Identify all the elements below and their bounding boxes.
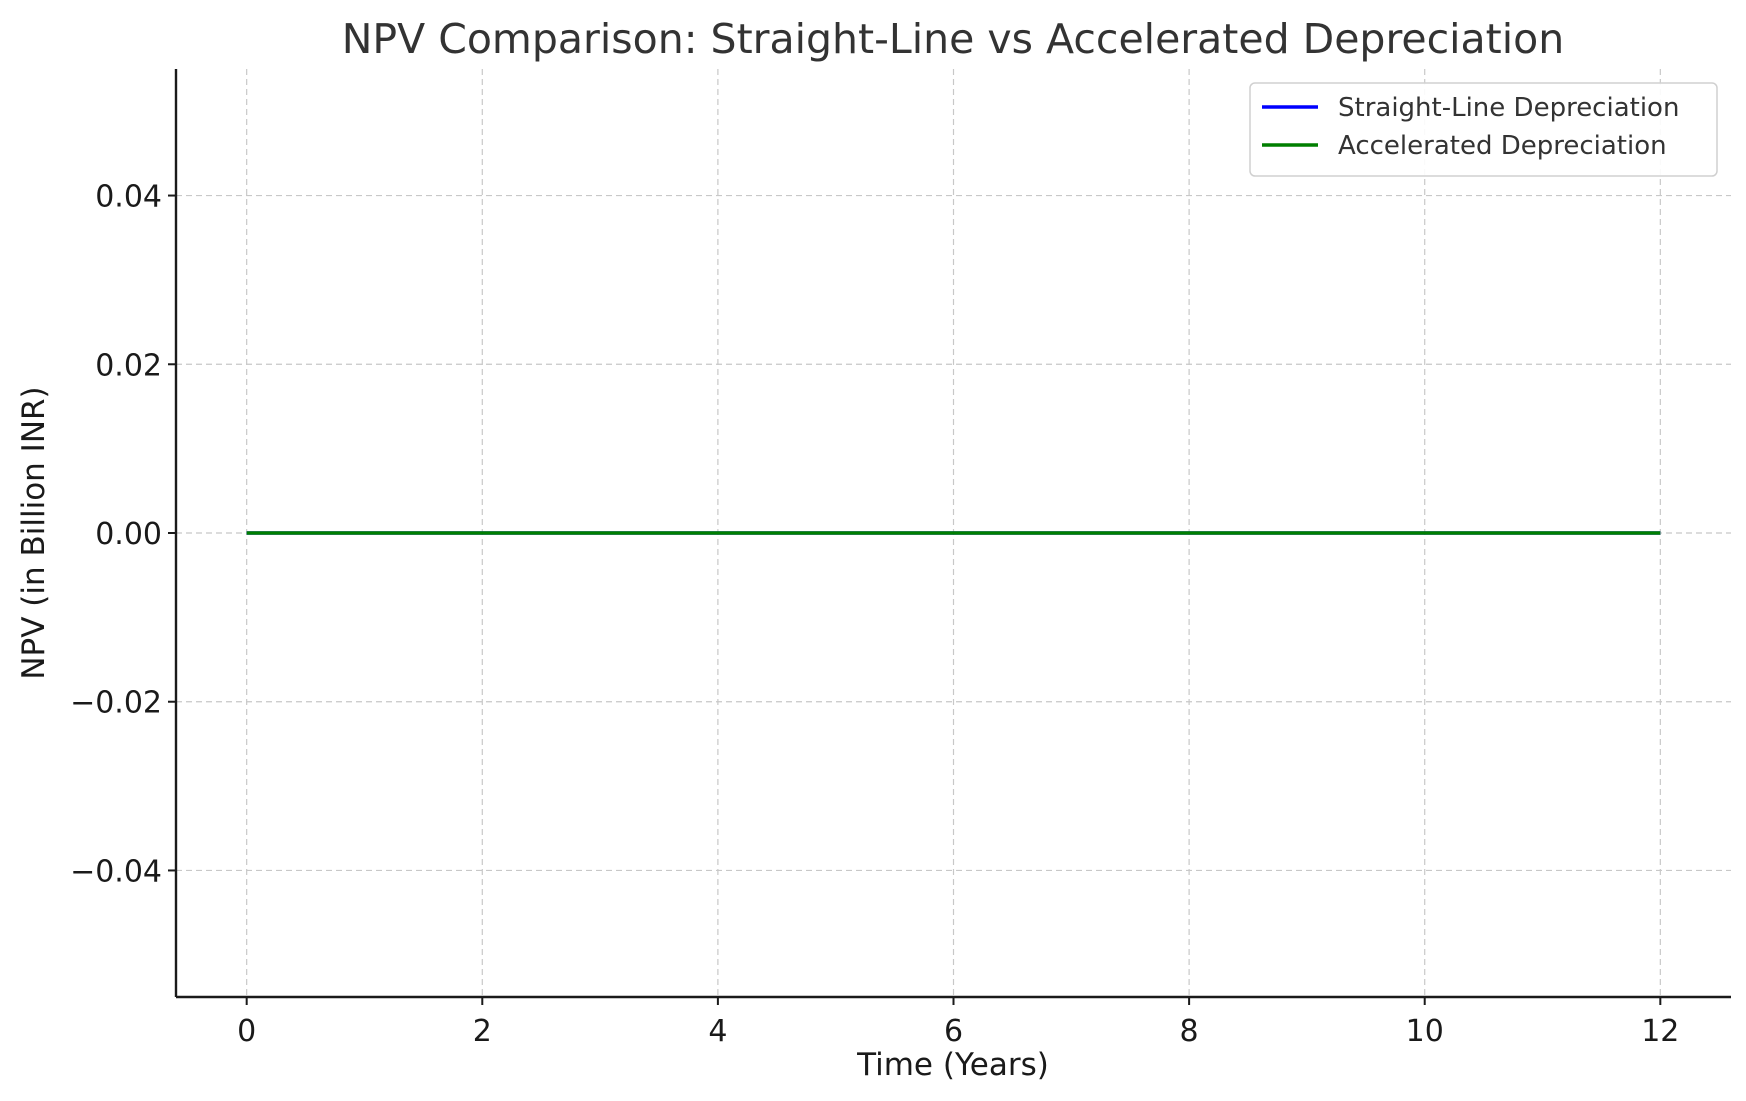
x-tick-label: 4 [708, 1014, 727, 1049]
x-axis-ticks: 0 2 4 6 8 10 12 [237, 997, 1679, 1049]
chart-legend: Straight-Line Depreciation Accelerated De… [1249, 82, 1718, 177]
y-axis-ticks: 0.04 0.02 0.00 −0.02 −0.04 [70, 180, 176, 889]
x-tick-label: 8 [1180, 1014, 1199, 1049]
legend-label-accelerated-depreciation: Accelerated Depreciation [1338, 131, 1667, 161]
y-axis-label: NPV (in Billion INR) [16, 386, 52, 679]
y-tick-label: 0.00 [95, 517, 162, 552]
x-tick-label: 10 [1406, 1014, 1444, 1049]
x-tick-label: 12 [1641, 1014, 1679, 1049]
legend-frame [1249, 82, 1718, 177]
x-tick-label: 2 [473, 1014, 492, 1049]
legend-label-straight-line-depreciation: Straight-Line Depreciation [1338, 93, 1679, 123]
chart-title: NPV Comparison: Straight-Line vs Acceler… [342, 15, 1564, 63]
x-tick-label: 0 [237, 1014, 256, 1049]
y-tick-label: −0.02 [70, 686, 162, 721]
y-tick-label: −0.04 [70, 854, 162, 889]
y-tick-label: 0.02 [95, 348, 162, 383]
x-tick-label: 6 [944, 1014, 963, 1049]
x-axis-label: Time (Years) [856, 1047, 1049, 1083]
y-tick-label: 0.04 [95, 180, 162, 215]
